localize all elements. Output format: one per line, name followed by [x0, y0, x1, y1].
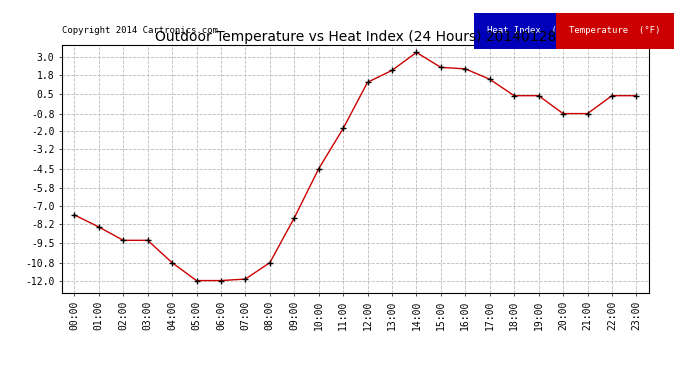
Title: Outdoor Temperature vs Heat Index (24 Hours) 20140128: Outdoor Temperature vs Heat Index (24 Ho… [155, 30, 556, 44]
Text: Heat Index  (°F): Heat Index (°F) [487, 26, 573, 35]
Text: Copyright 2014 Cartronics.com: Copyright 2014 Cartronics.com [62, 26, 218, 35]
Text: Temperature  (°F): Temperature (°F) [569, 26, 661, 35]
